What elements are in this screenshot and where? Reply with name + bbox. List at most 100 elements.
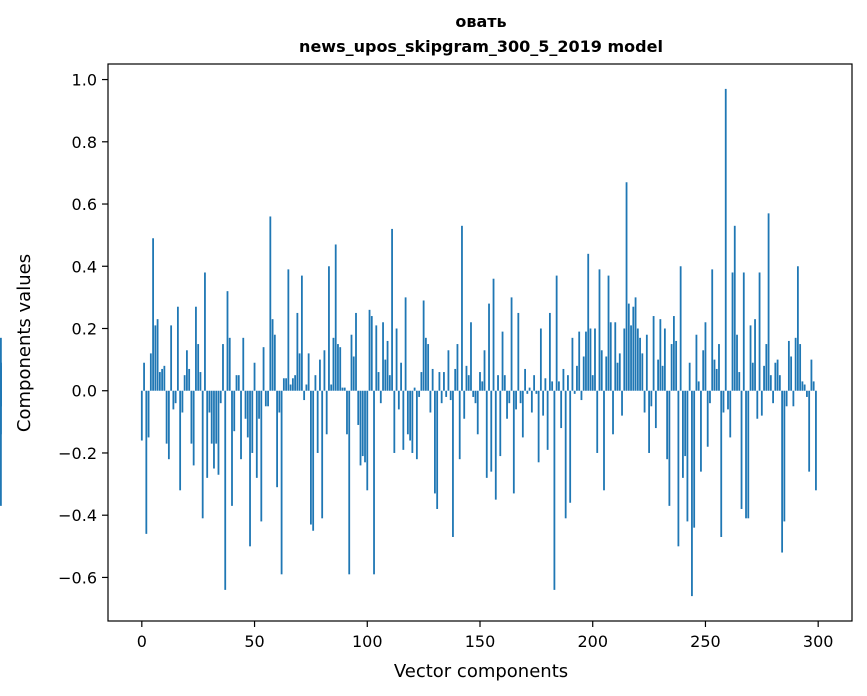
bar-161 (503, 375, 506, 391)
bar-6 (154, 325, 157, 391)
bar-54 (262, 347, 265, 391)
bar-66 (289, 384, 292, 391)
bar-178 (542, 390, 545, 416)
bar-289 (792, 390, 795, 407)
bar-10 (163, 365, 166, 391)
bar-21 (188, 368, 191, 391)
bar-110 (388, 375, 391, 391)
bar-222 (641, 353, 644, 391)
bar-47 (246, 390, 249, 438)
bar-105 (377, 372, 380, 391)
bar-100 (366, 390, 369, 491)
x-tick-label-300: 300 (803, 632, 834, 651)
bar-282 (776, 359, 779, 391)
bar-133 (440, 390, 443, 404)
bar-95 (355, 312, 357, 391)
bar-258 (722, 390, 725, 413)
bar-5 (152, 238, 154, 391)
bar-46 (244, 390, 247, 419)
bar-288 (790, 356, 793, 391)
bar-280 (772, 390, 774, 404)
bar-299 (815, 390, 817, 491)
bar-17 (179, 390, 182, 491)
bar-165 (512, 390, 515, 494)
bar-33 (215, 390, 218, 444)
bar-205 (603, 390, 605, 491)
bar-118 (406, 390, 409, 435)
plot-frame (107, 63, 853, 622)
bar-129 (431, 368, 434, 391)
bar-130 (434, 390, 436, 494)
bar-91 (346, 390, 348, 435)
bar-177 (539, 328, 542, 391)
y-tick-label-2: −0.2 (58, 444, 97, 463)
bar-199 (589, 328, 592, 391)
bar-148 (474, 390, 477, 404)
bar-82 (325, 390, 328, 435)
bar-268 (745, 390, 747, 519)
bars-group (0, 88, 817, 597)
bar-41 (233, 390, 236, 432)
bar-279 (769, 375, 772, 391)
bar-216 (627, 303, 630, 391)
bar-87 (337, 344, 339, 391)
bar-251 (706, 390, 709, 447)
bar-208 (609, 322, 612, 391)
bar-undefined (0, 390, 2, 435)
bar-270 (749, 325, 752, 391)
bar-undefined (0, 390, 2, 506)
bar-132 (438, 372, 441, 391)
bar-30 (208, 390, 211, 413)
bar-217 (630, 325, 632, 391)
bar-139 (454, 368, 457, 391)
bar-131 (436, 390, 439, 509)
bar-238 (677, 390, 680, 547)
bar-147 (472, 390, 475, 397)
bar-162 (506, 390, 508, 419)
bar-61 (278, 390, 281, 413)
bar-194 (578, 331, 581, 391)
bar-74 (307, 353, 310, 391)
bar-71 (300, 275, 303, 391)
bar-275 (760, 390, 763, 416)
bar-261 (729, 390, 732, 438)
bar-14 (172, 390, 175, 410)
bar-204 (600, 350, 603, 391)
bar-273 (756, 390, 759, 419)
bar-113 (395, 328, 398, 391)
bar-149 (476, 390, 479, 435)
bar-264 (736, 334, 738, 391)
bar-143 (463, 390, 466, 419)
bar-112 (393, 390, 396, 453)
bar-20 (186, 350, 188, 391)
bar-155 (490, 390, 493, 472)
bar-145 (467, 375, 470, 391)
bar-297 (810, 359, 813, 391)
bar-179 (544, 378, 547, 391)
bar-9 (161, 368, 164, 391)
bar-267 (742, 272, 745, 391)
bar-150 (479, 372, 481, 391)
bar-79 (319, 359, 321, 391)
x-tick-label-250: 250 (690, 632, 721, 651)
bar-225 (648, 390, 650, 453)
bar-269 (747, 390, 750, 519)
bar-250 (704, 322, 707, 391)
bar-167 (517, 312, 520, 391)
bar-undefined (0, 337, 2, 391)
bar-228 (654, 390, 657, 429)
bar-221 (639, 337, 641, 391)
bar-209 (612, 390, 614, 435)
bar-137 (449, 390, 452, 401)
bar-232 (663, 328, 666, 391)
bar-240 (682, 390, 684, 478)
bar-189 (567, 375, 569, 391)
bar-108 (384, 359, 387, 391)
bar-11 (165, 390, 168, 444)
bar-88 (339, 347, 342, 391)
bar-291 (796, 266, 799, 391)
bar-146 (470, 322, 472, 391)
bar-44 (240, 390, 242, 460)
bar-60 (276, 390, 278, 488)
